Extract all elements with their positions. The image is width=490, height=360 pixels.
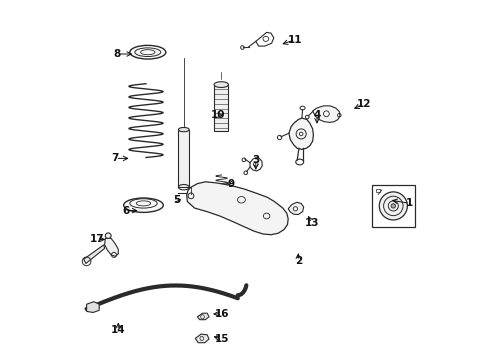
Polygon shape [288, 202, 304, 215]
Ellipse shape [178, 127, 189, 132]
Polygon shape [187, 182, 288, 235]
Polygon shape [196, 334, 209, 343]
Polygon shape [84, 245, 104, 264]
Text: 4: 4 [313, 110, 320, 120]
Ellipse shape [214, 82, 228, 87]
Polygon shape [289, 118, 314, 149]
Text: 17: 17 [90, 234, 105, 244]
Text: 3: 3 [252, 155, 259, 165]
Text: 9: 9 [227, 179, 234, 189]
Ellipse shape [379, 192, 407, 220]
Polygon shape [87, 302, 99, 312]
Text: 6: 6 [122, 206, 130, 216]
Text: 16: 16 [214, 309, 229, 319]
Bar [376, 189, 380, 192]
Polygon shape [313, 106, 340, 122]
Text: 5: 5 [173, 195, 180, 205]
Text: 15: 15 [214, 334, 229, 344]
Bar [215, 85, 228, 131]
Polygon shape [104, 238, 118, 256]
Text: 11: 11 [288, 35, 303, 45]
Text: 10: 10 [211, 110, 225, 120]
Text: 7: 7 [112, 153, 119, 163]
Text: 2: 2 [294, 256, 302, 266]
Text: 8: 8 [114, 49, 121, 59]
Polygon shape [197, 313, 209, 320]
Text: 1: 1 [406, 198, 414, 208]
Text: 12: 12 [357, 99, 371, 109]
Ellipse shape [391, 204, 395, 208]
Text: 14: 14 [111, 325, 125, 336]
Ellipse shape [105, 233, 111, 239]
Ellipse shape [123, 198, 163, 212]
Ellipse shape [130, 45, 166, 59]
Bar [372, 185, 415, 227]
Text: 13: 13 [304, 218, 319, 228]
Bar [178, 130, 189, 187]
